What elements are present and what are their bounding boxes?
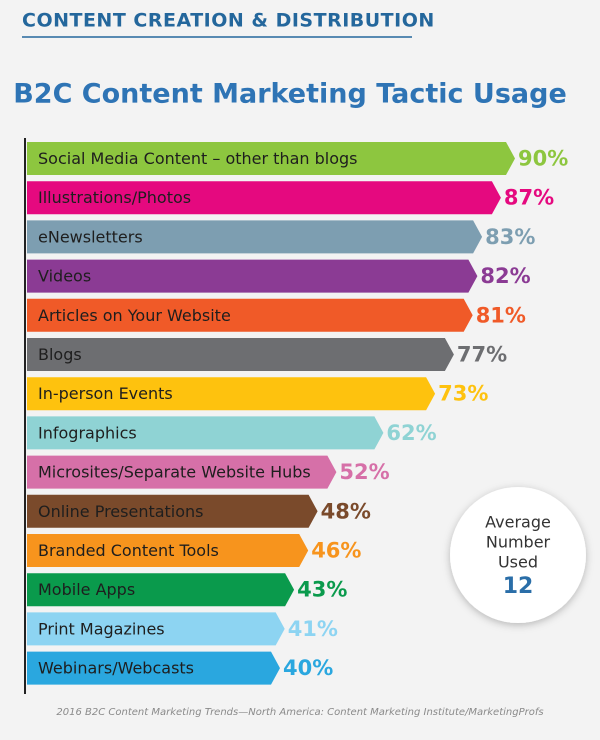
bar xyxy=(27,573,295,607)
source-note: 2016 B2C Content Marketing Trends—North … xyxy=(56,707,543,718)
value-label: 62% xyxy=(386,421,436,445)
value-label: 83% xyxy=(485,225,535,249)
category-label: Social Media Content – other than blogs xyxy=(38,149,358,168)
bar xyxy=(27,338,454,371)
bar xyxy=(27,612,285,646)
value-label: 43% xyxy=(297,578,347,602)
value-label: 48% xyxy=(321,499,371,523)
value-label: 90% xyxy=(518,147,568,171)
average-circle xyxy=(450,487,586,623)
bar xyxy=(27,455,337,489)
category-label: Infographics xyxy=(38,423,137,442)
category-label: eNewsletters xyxy=(38,227,143,246)
header: CONTENT CREATION & DISTRIBUTION xyxy=(22,10,435,32)
category-label: In-person Events xyxy=(38,384,173,403)
annotation-text: Number xyxy=(486,533,551,552)
category-label: Online Presentations xyxy=(38,502,204,521)
category-label: Print Magazines xyxy=(38,619,165,638)
category-label: Articles on Your Website xyxy=(38,306,231,325)
value-label: 40% xyxy=(283,656,333,680)
annotation-value: 12 xyxy=(503,574,534,599)
bar xyxy=(27,220,483,254)
value-label: 46% xyxy=(311,539,361,563)
category-label: Videos xyxy=(38,267,91,286)
category-label: Blogs xyxy=(38,345,82,364)
bar xyxy=(27,298,473,332)
value-label: 82% xyxy=(480,264,530,288)
category-label: Webinars/Webcasts xyxy=(38,659,194,678)
category-label: Branded Content Tools xyxy=(38,541,219,560)
bar xyxy=(27,416,384,450)
category-label: Mobile Apps xyxy=(38,580,135,599)
bar xyxy=(27,181,501,215)
bar xyxy=(27,534,309,567)
value-label: 81% xyxy=(476,303,526,327)
bar xyxy=(27,651,280,685)
value-label: 41% xyxy=(288,617,338,641)
annotation-text: Average xyxy=(485,513,551,532)
category-label: Illustrations/Photos xyxy=(38,188,191,207)
bar xyxy=(27,142,515,175)
category-label: Microsites/Separate Website Hubs xyxy=(38,463,311,482)
bar xyxy=(27,259,478,293)
annotation-text: Used xyxy=(498,553,538,572)
value-label: 87% xyxy=(504,186,554,210)
value-label: 73% xyxy=(438,382,488,406)
value-label: 52% xyxy=(339,460,389,484)
bar xyxy=(27,377,436,411)
bar xyxy=(27,494,318,528)
value-label: 77% xyxy=(457,343,507,367)
chart-title: B2C Content Marketing Tactic Usage xyxy=(13,79,567,110)
